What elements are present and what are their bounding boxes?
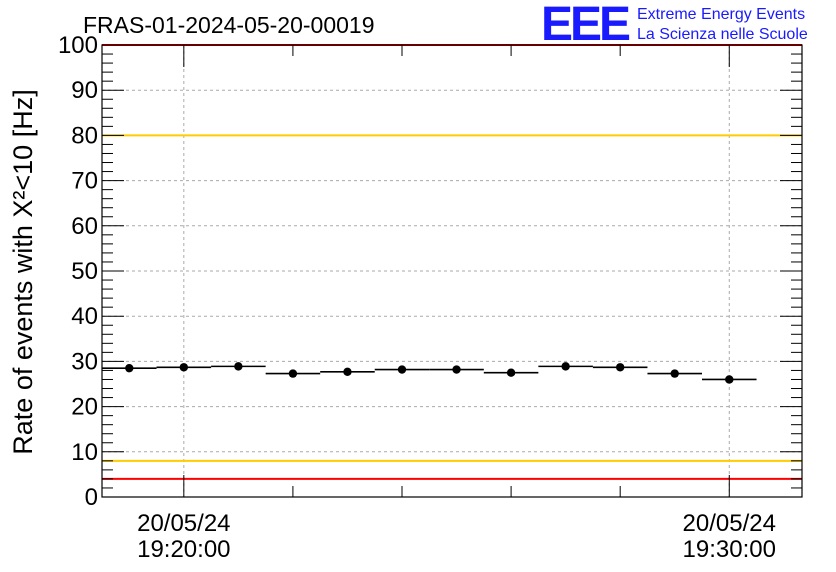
data-point bbox=[670, 369, 679, 378]
data-point bbox=[615, 363, 625, 372]
y-tick-label: 20 bbox=[71, 394, 98, 421]
y-tick-label: 60 bbox=[71, 213, 98, 240]
brand-line-1: Extreme Energy Events bbox=[637, 6, 805, 23]
x-tick-label-time: 19:20:00 bbox=[137, 536, 230, 563]
data-point bbox=[725, 375, 734, 384]
y-tick-label: 40 bbox=[71, 303, 98, 330]
y-tick-label: 50 bbox=[71, 258, 98, 285]
y-tick-label: 100 bbox=[58, 32, 98, 59]
grid bbox=[102, 45, 802, 497]
y-axis: 0 10 20 30 40 50 60 70 80 90 100 bbox=[58, 32, 802, 511]
y-axis-label: Rate of events with X²<10 [Hz] bbox=[8, 89, 38, 454]
y-tick-label: 90 bbox=[71, 77, 98, 104]
chart-title: FRAS-01-2024-05-20-00019 bbox=[83, 12, 375, 38]
data-point bbox=[561, 362, 570, 371]
x-tick-label-time: 19:30:00 bbox=[683, 536, 776, 563]
data-point bbox=[506, 368, 516, 377]
data-point bbox=[179, 363, 189, 372]
y-tick-label: 0 bbox=[85, 484, 98, 511]
data-point bbox=[234, 362, 243, 371]
y-tick-label: 30 bbox=[71, 348, 98, 375]
brand-line-2: La Scienza nelle Scuole bbox=[637, 26, 808, 43]
y-tick-label: 70 bbox=[71, 168, 98, 195]
y-tick-label: 80 bbox=[71, 122, 98, 149]
x-tick-label-date: 20/05/24 bbox=[683, 510, 776, 537]
data-point bbox=[343, 367, 352, 376]
eee-logo: EEE Extreme Energy Events La Scienza nel… bbox=[541, 0, 808, 51]
data-series bbox=[102, 362, 757, 384]
reference-lines bbox=[102, 44, 802, 480]
x-tick-label-date: 20/05/24 bbox=[137, 510, 230, 537]
data-point bbox=[397, 365, 407, 374]
data-point bbox=[452, 365, 461, 374]
y-tick-label: 10 bbox=[71, 439, 98, 466]
data-point bbox=[288, 369, 298, 378]
data-point bbox=[125, 363, 134, 373]
eee-logo-letters: EEE bbox=[541, 0, 630, 51]
